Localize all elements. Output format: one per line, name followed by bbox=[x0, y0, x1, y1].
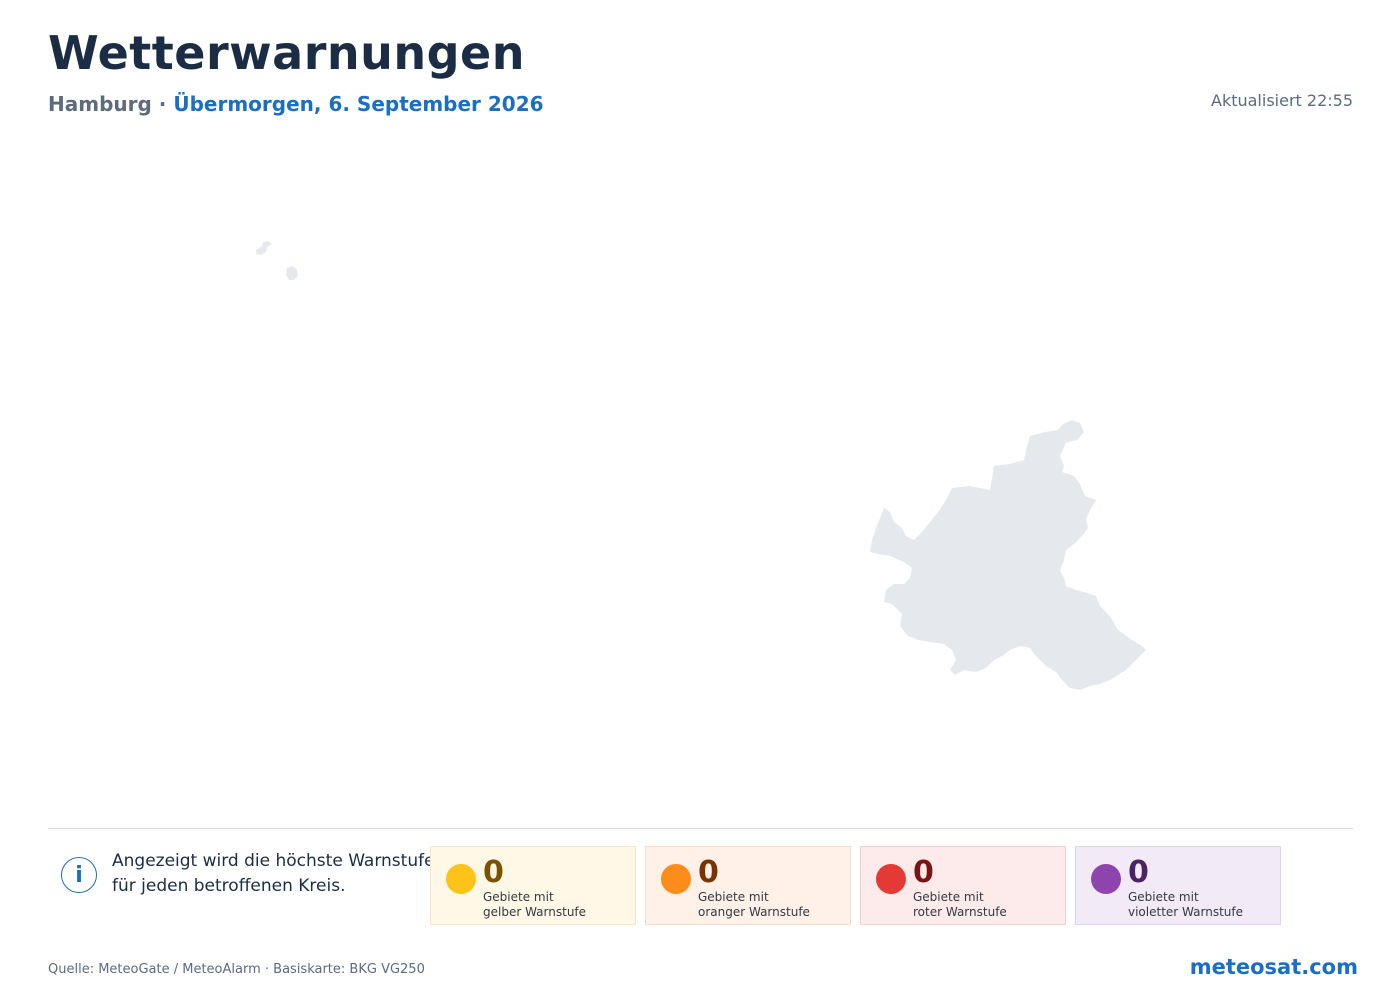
stat-label-line-2: roter Warnstufe bbox=[913, 905, 1007, 919]
violet-level-dot-icon bbox=[1091, 864, 1121, 894]
neuwerk-island[interactable] bbox=[286, 266, 298, 280]
stat-label: Gebiete mit roter Warnstufe bbox=[913, 890, 1007, 920]
stat-count: 0 bbox=[483, 855, 504, 890]
info-icon: i bbox=[61, 857, 97, 893]
stat-card-violet: 0 Gebiete mit violetter Warnstufe bbox=[1075, 846, 1281, 925]
info-line-1: Angezeigt wird die höchste Warnstufe bbox=[112, 851, 435, 871]
page-title: Wetterwarnungen bbox=[48, 26, 526, 80]
stat-count: 0 bbox=[698, 855, 719, 890]
stat-label: Gebiete mit oranger Warnstufe bbox=[698, 890, 810, 920]
brand-link[interactable]: meteosat.com bbox=[1189, 955, 1358, 979]
info-text: Angezeigt wird die höchste Warnstufe für… bbox=[112, 849, 442, 899]
forecast-date: Übermorgen, 6. September 2026 bbox=[173, 92, 544, 116]
updated-timestamp: Aktualisiert 22:55 bbox=[1211, 91, 1353, 110]
region-name: Hamburg bbox=[48, 92, 152, 116]
stat-label: Gebiete mit gelber Warnstufe bbox=[483, 890, 586, 920]
info-line-2: für jeden betroffenen Kreis. bbox=[112, 876, 346, 896]
stat-label-line-1: Gebiete mit bbox=[1128, 890, 1199, 904]
stat-label-line-2: oranger Warnstufe bbox=[698, 905, 810, 919]
yellow-level-dot-icon bbox=[446, 864, 476, 894]
hamburg-mainland[interactable] bbox=[870, 420, 1146, 690]
stat-label-line-2: gelber Warnstufe bbox=[483, 905, 587, 919]
stat-count: 0 bbox=[1128, 855, 1149, 890]
stat-label-line-2: violetter Warnstufe bbox=[1128, 905, 1243, 919]
stat-count: 0 bbox=[913, 855, 934, 890]
warning-map bbox=[256, 241, 1146, 690]
subtitle-separator: · bbox=[151, 92, 174, 116]
red-level-dot-icon bbox=[876, 864, 906, 894]
stat-label-line-1: Gebiete mit bbox=[698, 890, 769, 904]
stat-card-orange: 0 Gebiete mit oranger Warnstufe bbox=[645, 846, 851, 925]
stat-card-red: 0 Gebiete mit roter Warnstufe bbox=[860, 846, 1066, 925]
orange-level-dot-icon bbox=[661, 864, 691, 894]
scharhoern-island[interactable] bbox=[256, 241, 272, 255]
stat-label-line-1: Gebiete mit bbox=[913, 890, 984, 904]
subtitle: Hamburg · Übermorgen, 6. September 2026 bbox=[48, 92, 544, 116]
stat-card-yellow: 0 Gebiete mit gelber Warnstufe bbox=[430, 846, 636, 925]
stat-label-line-1: Gebiete mit bbox=[483, 890, 554, 904]
stat-label: Gebiete mit violetter Warnstufe bbox=[1128, 890, 1243, 920]
footer-divider bbox=[48, 828, 1353, 829]
source-attribution: Quelle: MeteoGate / MeteoAlarm · Basiska… bbox=[48, 962, 425, 977]
